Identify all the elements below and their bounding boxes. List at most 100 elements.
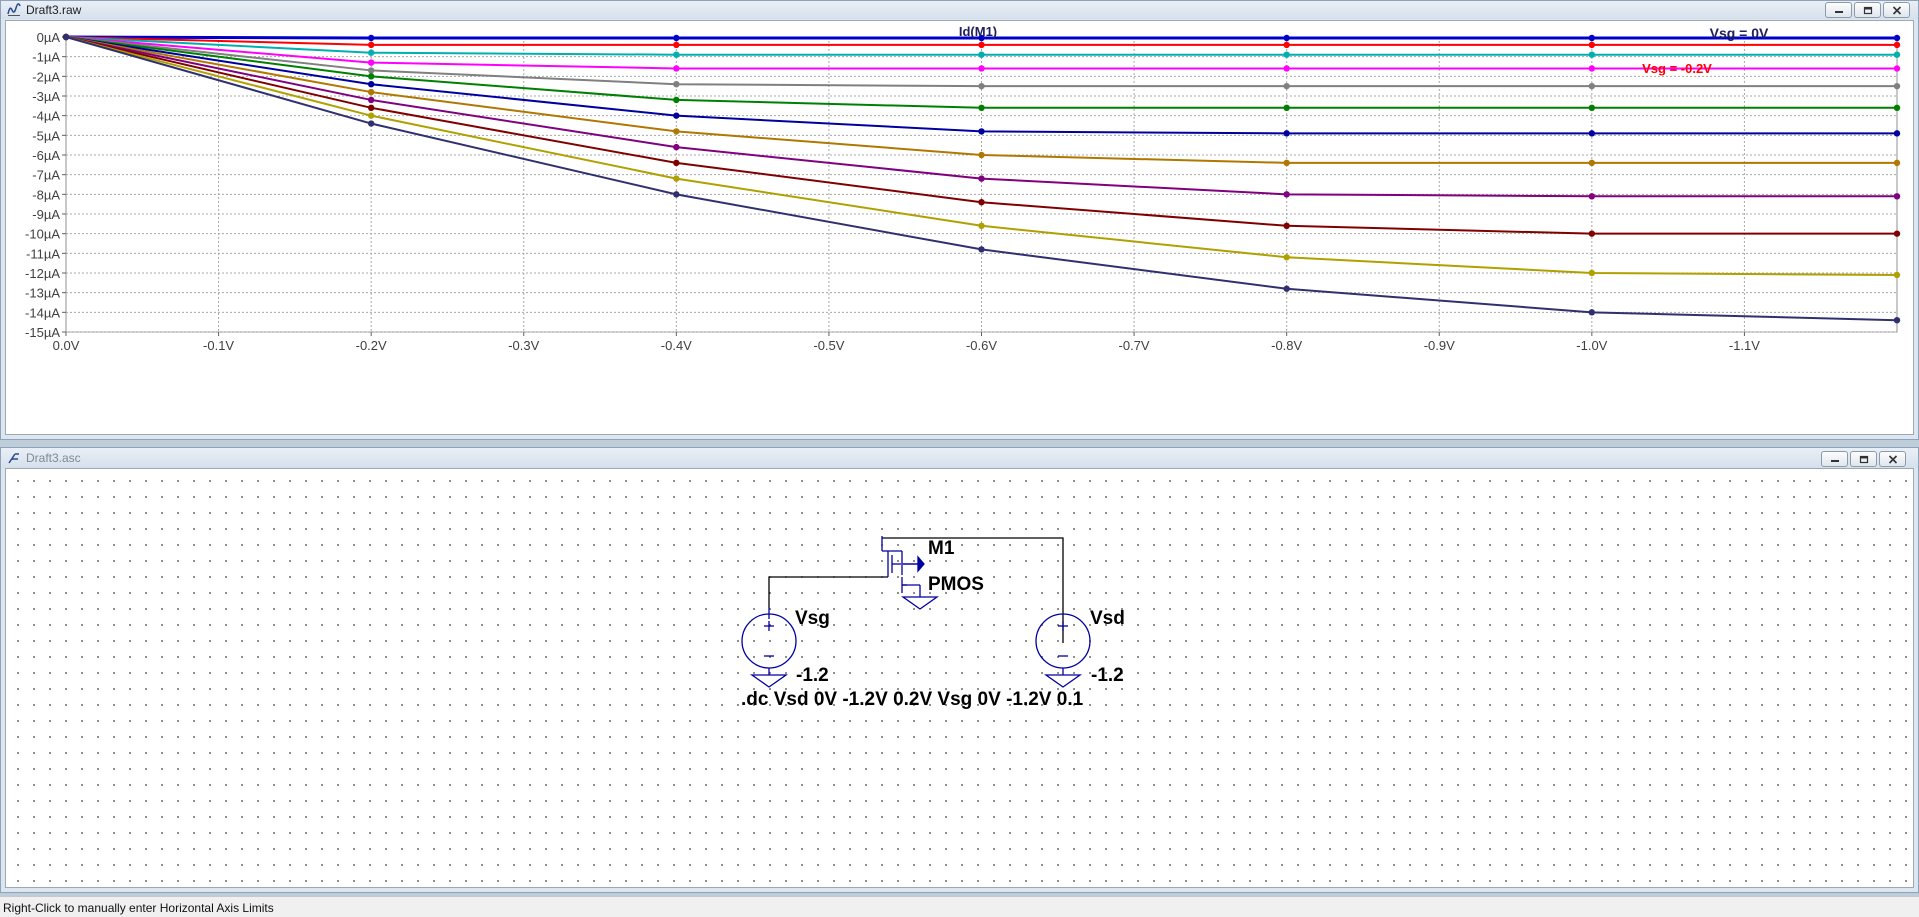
- data-point: [673, 143, 680, 151]
- data-point: [1283, 65, 1290, 72]
- data-point: [1588, 193, 1596, 200]
- y-tick-label: 0µA: [37, 30, 61, 45]
- data-point: [367, 59, 375, 66]
- data-point: [978, 82, 985, 90]
- data-point: [1283, 130, 1290, 137]
- data-point: [1893, 41, 1901, 49]
- data-point: [367, 112, 375, 119]
- data-point: [978, 222, 985, 229]
- dc-sweep-directive[interactable]: .dc Vsd 0V -1.2V 0.2V Vsg 0V -1.2V 0.1: [741, 689, 1084, 710]
- data-point: [367, 67, 375, 74]
- data-point: [978, 199, 985, 206]
- schematic-grid: [6, 469, 1913, 887]
- m1-label[interactable]: M1: [928, 538, 955, 559]
- x-tick-label: -0.8V: [1271, 338, 1302, 353]
- data-point: [1893, 51, 1901, 58]
- plot-canvas[interactable]: 0.0V -0.1V -0.2V -0.3V -0.4V -0.5V -0.6V -0.7V -…: [6, 21, 1915, 438]
- data-point: [1588, 104, 1596, 112]
- pmos-transistor-m1[interactable]: [881, 536, 940, 610]
- minimize-icon: [1834, 11, 1843, 13]
- minimize-icon: [1830, 460, 1839, 462]
- restore-button[interactable]: [1850, 451, 1877, 467]
- data-point: [62, 33, 70, 41]
- data-point: [978, 246, 985, 253]
- plot-pane[interactable]: 0.0V -0.1V -0.2V -0.3V -0.4V -0.5V -0.6V -0.7V -…: [5, 20, 1914, 435]
- data-point: [673, 191, 680, 198]
- schematic-window-titlebar[interactable]: Draft3.asc: [1, 448, 1918, 468]
- vsg-value-label[interactable]: -1.2: [796, 665, 829, 686]
- data-point: [1893, 130, 1901, 137]
- restore-icon: [1859, 455, 1868, 463]
- data-point: [673, 112, 680, 119]
- minimize-button[interactable]: [1821, 451, 1848, 467]
- data-point: [1893, 159, 1901, 167]
- minimize-button[interactable]: [1825, 2, 1852, 18]
- y-tick-label: -11µA: [26, 246, 60, 261]
- data-point: [673, 81, 680, 88]
- data-point: [673, 159, 680, 167]
- schematic-drawing: M1 PMOS Vsg Vsd -1.2 -1.2 .dc Vsd 0V -1.…: [741, 536, 1125, 710]
- data-point: [673, 41, 680, 49]
- close-button[interactable]: [1879, 451, 1906, 467]
- y-tick-label: -8µA: [32, 187, 60, 202]
- waveform-window-titlebar[interactable]: Draft3.raw: [1, 1, 1918, 19]
- y-tick-label: -3µA: [32, 89, 60, 104]
- y-tick-label: -4µA: [32, 109, 60, 124]
- data-point: [1893, 104, 1901, 112]
- y-tick-label: -9µA: [32, 207, 60, 222]
- data-point: [1893, 82, 1901, 90]
- data-point: [367, 73, 375, 80]
- data-point: [1893, 34, 1901, 42]
- status-text: Right-Click to manually enter Horizontal…: [3, 901, 274, 915]
- x-tick-label: -0.6V: [966, 338, 997, 353]
- voltage-source-vsg[interactable]: [741, 608, 797, 688]
- y-tick-label: -12µA: [25, 266, 60, 281]
- data-point: [1283, 254, 1290, 261]
- data-point: [673, 34, 680, 42]
- x-tick-label: -0.3V: [508, 338, 539, 353]
- voltage-source-vsd[interactable]: [1035, 613, 1091, 688]
- close-button[interactable]: [1883, 2, 1910, 18]
- data-point: [367, 34, 375, 42]
- vsg-label[interactable]: Vsg: [795, 608, 830, 629]
- data-point: [367, 88, 375, 96]
- data-point: [1893, 193, 1901, 200]
- data-point: [1283, 41, 1290, 49]
- vsd-value-label[interactable]: -1.2: [1091, 665, 1124, 686]
- trace-title[interactable]: Id(M1): [959, 24, 997, 39]
- data-point: [673, 175, 680, 182]
- restore-button[interactable]: [1854, 2, 1881, 18]
- schematic-canvas[interactable]: M1 PMOS Vsg Vsd -1.2 -1.2 .dc Vsd 0V -1.…: [5, 468, 1914, 888]
- data-point: [367, 96, 375, 104]
- vsd-label[interactable]: Vsd: [1090, 608, 1125, 629]
- data-point: [367, 104, 375, 112]
- data-point: [367, 120, 375, 127]
- x-tick-label: -0.7V: [1119, 338, 1150, 353]
- status-bar: Right-Click to manually enter Horizontal…: [0, 896, 1919, 917]
- data-point: [1283, 51, 1290, 58]
- waveform-icon: [7, 3, 21, 17]
- data-point: [1283, 191, 1290, 198]
- data-point: [1893, 65, 1901, 72]
- close-icon: [1888, 454, 1897, 464]
- data-point: [978, 104, 985, 112]
- data-point: [1588, 41, 1596, 49]
- data-point: [1588, 130, 1596, 137]
- data-point: [1283, 82, 1290, 90]
- x-tick-label: -0.9V: [1424, 338, 1455, 353]
- data-point: [673, 128, 680, 135]
- data-point: [1283, 159, 1290, 167]
- data-point: [978, 51, 985, 58]
- pmos-model-label[interactable]: PMOS: [928, 574, 984, 595]
- restore-icon: [1863, 6, 1872, 14]
- waveform-window: Draft3.raw 0.0V -0.1V -0.2V -0.3V -0.4V -0.5V…: [0, 0, 1919, 440]
- data-point: [1588, 65, 1596, 72]
- x-tick-label: -0.1V: [203, 338, 234, 353]
- schematic-window: Draft3.asc: [0, 447, 1919, 893]
- x-tick-label: -1.0V: [1576, 338, 1607, 353]
- schematic-icon: [7, 451, 21, 465]
- data-point: [367, 41, 375, 49]
- data-point: [1283, 285, 1290, 292]
- x-tick-label: -0.4V: [661, 338, 692, 353]
- data-point: [1588, 34, 1596, 42]
